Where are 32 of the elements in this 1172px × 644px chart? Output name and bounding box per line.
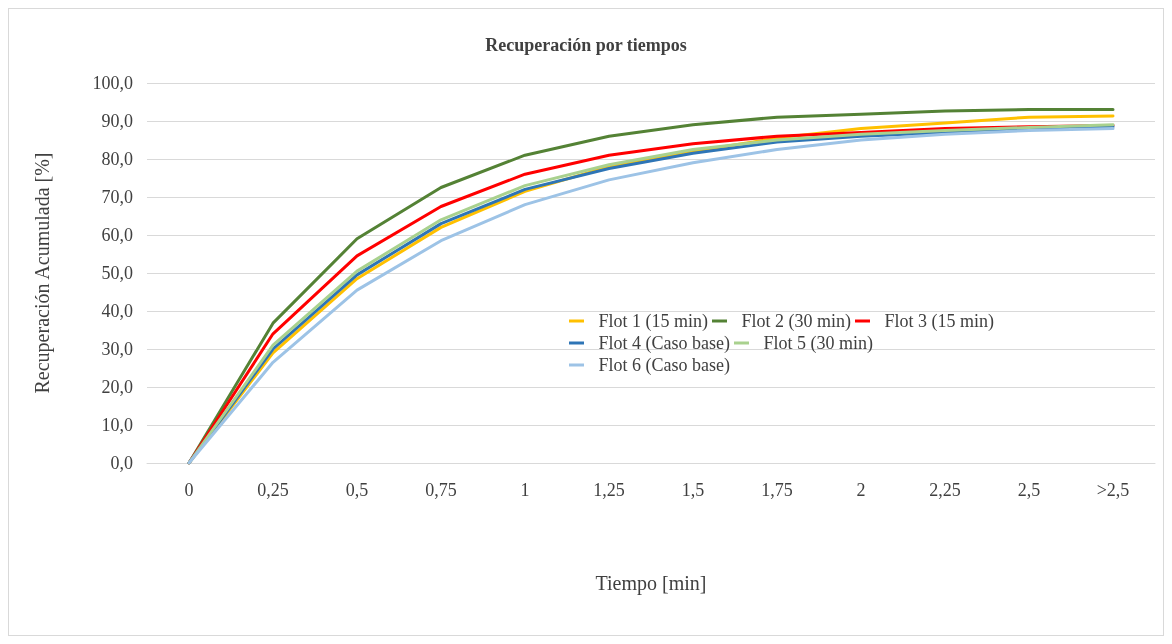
y-tick-label: 30,0 xyxy=(101,339,133,359)
y-tick-label: 60,0 xyxy=(101,225,133,245)
legend-label: Flot 2 (30 min) xyxy=(741,311,852,332)
y-tick-label: 70,0 xyxy=(101,187,133,207)
x-tick-label: 0,25 xyxy=(257,480,289,500)
x-tick-label: >2,5 xyxy=(1096,480,1130,500)
x-tick-label: 0,5 xyxy=(345,480,369,500)
y-tick-label: 50,0 xyxy=(101,263,133,283)
x-tick-label: 1 xyxy=(520,480,530,500)
legend-label: Flot 6 (Caso base) xyxy=(598,355,730,376)
legend-label: Flot 4 (Caso base) xyxy=(598,333,730,354)
x-tick-label: 1,25 xyxy=(593,480,625,500)
x-tick-label: 1,5 xyxy=(681,480,705,500)
y-tick-label: 40,0 xyxy=(101,301,133,321)
x-tick-label: 0,75 xyxy=(425,480,457,500)
x-tick-label: 2,5 xyxy=(1017,480,1041,500)
y-tick-label: 80,0 xyxy=(101,149,133,169)
chart-title: Recuperación por tiempos xyxy=(485,35,687,55)
y-axis-title: Recuperación Acumulada [%] xyxy=(31,152,54,394)
y-tick-label: 10,0 xyxy=(101,415,133,435)
x-tick-label: 2,25 xyxy=(929,480,961,500)
y-tick-label: 0,0 xyxy=(110,453,133,473)
legend-label: Flot 5 (30 min) xyxy=(763,333,873,354)
x-tick-label: 2 xyxy=(856,480,866,500)
y-tick-label: 90,0 xyxy=(101,111,133,131)
x-tick-label: 0 xyxy=(184,480,194,500)
legend-label: Flot 1 (15 min) xyxy=(598,311,709,332)
y-tick-label: 100,0 xyxy=(92,73,133,93)
x-axis-title: Tiempo [min] xyxy=(595,572,707,595)
y-tick-label: 20,0 xyxy=(101,377,133,397)
legend-label: Flot 3 (15 min) xyxy=(884,311,995,332)
x-tick-label: 1,75 xyxy=(761,480,793,500)
